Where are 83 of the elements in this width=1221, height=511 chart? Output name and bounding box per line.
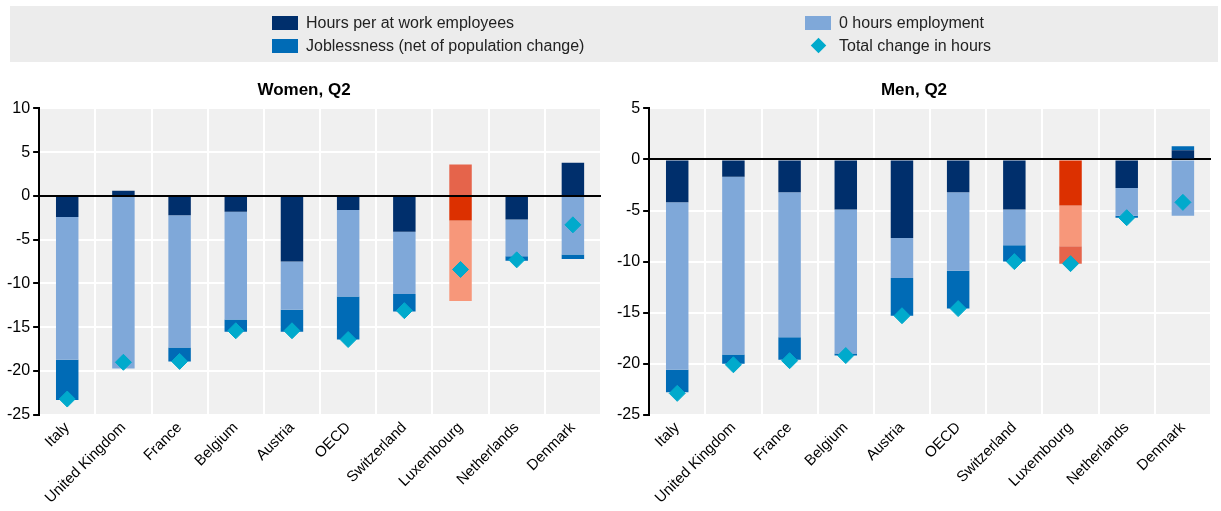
bar: [55, 216, 79, 360]
bar: [505, 219, 528, 257]
y-tick-label: -20: [7, 361, 31, 379]
bar: [722, 160, 745, 177]
point: [1005, 253, 1023, 271]
legend-label: Total change in hours: [839, 36, 992, 55]
y-tick-label: -5: [15, 230, 31, 248]
y-tick-label: -25: [617, 405, 641, 423]
bar: [834, 160, 858, 210]
bar: [393, 196, 416, 232]
point: [508, 251, 526, 269]
chart-title: Women, Q2: [257, 79, 351, 99]
bar: [1059, 160, 1082, 206]
bar: [280, 196, 304, 262]
bar: [1003, 209, 1026, 246]
bar: [946, 192, 970, 271]
bar: [665, 202, 689, 370]
x-tick-label: Italy: [650, 417, 683, 450]
bar: [834, 209, 858, 354]
point: [949, 300, 967, 318]
y-tick-label: -15: [7, 317, 31, 335]
bar: [449, 196, 472, 221]
bar: [722, 176, 745, 355]
point: [452, 260, 470, 278]
bar: [336, 196, 360, 210]
chart-title: Men, Q2: [880, 79, 948, 99]
point: [781, 352, 799, 370]
point: [668, 384, 686, 402]
legend-label: Joblessness (net of population change): [306, 36, 585, 55]
y-tick-label: -5: [625, 200, 641, 218]
bar: [561, 254, 585, 259]
bar: [778, 192, 801, 338]
point: [171, 352, 189, 370]
legend-label: Hours per at work employees: [306, 13, 515, 32]
bar: [168, 215, 191, 348]
y-tick-label: 5: [21, 142, 31, 160]
point: [1062, 255, 1080, 273]
bar: [1115, 160, 1138, 189]
bar: [1115, 188, 1138, 216]
bar: [336, 209, 360, 297]
point: [227, 322, 245, 340]
point: [724, 356, 742, 374]
bar: [112, 196, 135, 369]
bar: [1059, 205, 1082, 247]
y-tick-label: -15: [617, 303, 641, 321]
bar: [505, 196, 528, 220]
point: [893, 307, 911, 325]
bar: [280, 261, 304, 310]
bar: [890, 238, 914, 278]
point: [114, 353, 132, 371]
y-tick-label: -20: [617, 354, 641, 372]
bar: [449, 164, 472, 195]
bar: [1003, 160, 1026, 210]
bar: [665, 160, 689, 203]
y-tick-label: 0: [21, 186, 31, 204]
point: [339, 331, 357, 349]
bar: [946, 160, 970, 193]
y-tick-label: 5: [631, 98, 641, 116]
y-tick-label: -10: [617, 252, 641, 270]
bar: [393, 231, 416, 294]
bar: [224, 196, 248, 212]
y-tick-label: -25: [7, 405, 31, 423]
bar: [112, 190, 135, 195]
y-tick-label: 10: [12, 98, 31, 116]
point: [283, 322, 301, 340]
bar: [224, 211, 248, 320]
y-tick-label: -10: [7, 273, 31, 291]
bar: [55, 196, 79, 217]
bar: [1171, 150, 1195, 159]
point: [1118, 209, 1136, 227]
bar: [1171, 146, 1195, 151]
point: [58, 390, 76, 408]
bar: [168, 196, 191, 216]
bar: [561, 162, 585, 195]
bar: [778, 160, 801, 193]
point: [837, 347, 855, 365]
point: [395, 302, 413, 320]
bar: [890, 160, 914, 239]
legend-label: 0 hours employment: [839, 13, 984, 32]
point: [1174, 193, 1192, 211]
bar: [449, 220, 472, 301]
y-tick-label: 0: [631, 149, 641, 167]
x-tick-label: Italy: [40, 417, 73, 450]
